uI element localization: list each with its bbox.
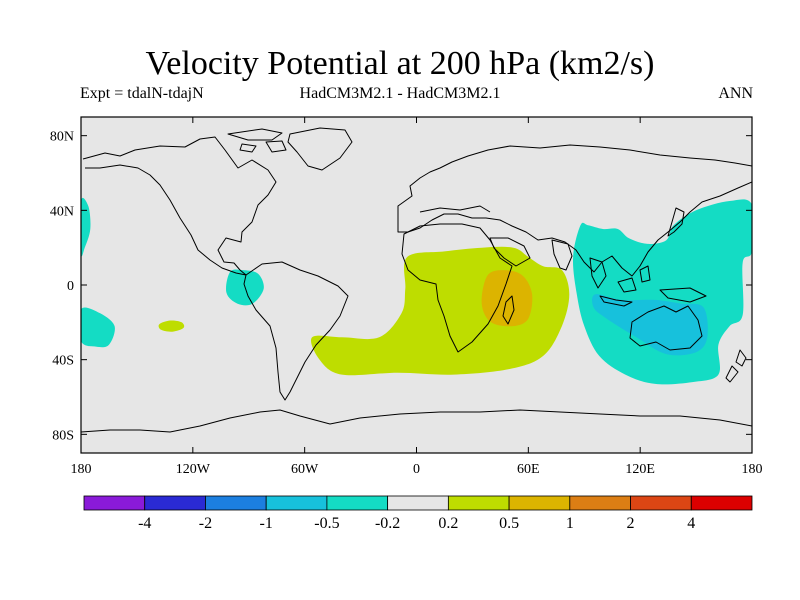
coastline-arabia xyxy=(489,237,531,267)
colorbar-swatch xyxy=(630,495,692,511)
coastline-india xyxy=(551,239,573,271)
x-tick-label: 60E xyxy=(517,462,540,477)
y-tick-label: 0 xyxy=(67,279,74,294)
x-tick-label: 180 xyxy=(71,462,92,477)
colorbar-swatch xyxy=(326,495,389,511)
x-tick-label: 60W xyxy=(291,462,319,477)
chart-title: Velocity Potential at 200 hPa (km2/s) xyxy=(145,45,655,82)
coastline-southeast-asia xyxy=(589,257,707,307)
y-tick-label: 80N xyxy=(50,130,74,145)
colorbar-label: -1 xyxy=(260,515,273,532)
y-tick-label: 40N xyxy=(50,204,74,219)
model-label: HadCM3M2.1 - HadCM3M2.1 xyxy=(299,85,501,102)
colorbar-swatch xyxy=(508,495,571,511)
x-tick-label: 0 xyxy=(413,462,420,477)
colorbar-label: 4 xyxy=(687,515,695,532)
season-label: ANN xyxy=(718,85,753,102)
colorbar-label: 1 xyxy=(566,515,574,532)
coastline-north-america xyxy=(82,136,277,276)
coastline-arctic-islands xyxy=(227,128,287,153)
colorbar-label: 0.5 xyxy=(499,515,519,532)
colorbar-label: -0.5 xyxy=(314,515,339,532)
coastline-greenland xyxy=(287,127,353,171)
coastline-south-america xyxy=(243,261,349,401)
y-tick-label: 80S xyxy=(52,428,74,443)
coastline-japan xyxy=(667,207,685,237)
coastline-africa xyxy=(401,223,513,353)
y-tick-label: 40S xyxy=(52,354,74,369)
colorbar-swatch xyxy=(205,495,267,511)
colorbar-swatch xyxy=(447,495,510,511)
region-south-pacific-small-positive xyxy=(158,320,185,332)
x-tick-label: 120E xyxy=(625,462,655,477)
x-tick-label: 180 xyxy=(742,462,763,477)
colorbar-swatch xyxy=(265,495,328,511)
colorbar-label: 0.2 xyxy=(438,515,458,532)
colorbar-label: -4 xyxy=(138,515,151,532)
colorbar-swatch xyxy=(569,495,631,511)
coastline-layer xyxy=(81,127,752,433)
region-indian-ocean-maximum xyxy=(481,270,533,327)
colorbar-label: 2 xyxy=(627,515,635,532)
coastline-eurasia xyxy=(397,144,752,277)
colorbar-swatch xyxy=(387,495,449,511)
colorbar-swatch xyxy=(144,495,206,511)
coastline-madagascar xyxy=(502,295,515,325)
coastline-australia xyxy=(629,305,703,351)
colorbar-label: -0.2 xyxy=(375,515,400,532)
coastline-antarctica xyxy=(81,409,752,433)
region-indonesia-australia-negative xyxy=(592,294,708,356)
colorbar-swatch xyxy=(690,495,753,511)
coastline-mediterranean xyxy=(419,205,491,213)
coastline-new-zealand xyxy=(725,349,747,383)
region-southwest-edge-negative xyxy=(81,307,115,348)
colorbar: -4 -2 -1 -0.5 -0.2 0.2 0.5 1 2 4 xyxy=(83,495,753,532)
axis-ticks: 180 120W 60W 0 60E 120E 180 80N 40N 0 40S 80S xyxy=(50,117,763,477)
colorbar-label: -2 xyxy=(199,515,212,532)
x-tick-label: 120W xyxy=(176,462,211,477)
colorbar-swatch xyxy=(83,495,146,511)
region-west-edge-negative xyxy=(81,197,91,257)
experiment-label: Expt = tdalN-tdajN xyxy=(80,85,204,102)
